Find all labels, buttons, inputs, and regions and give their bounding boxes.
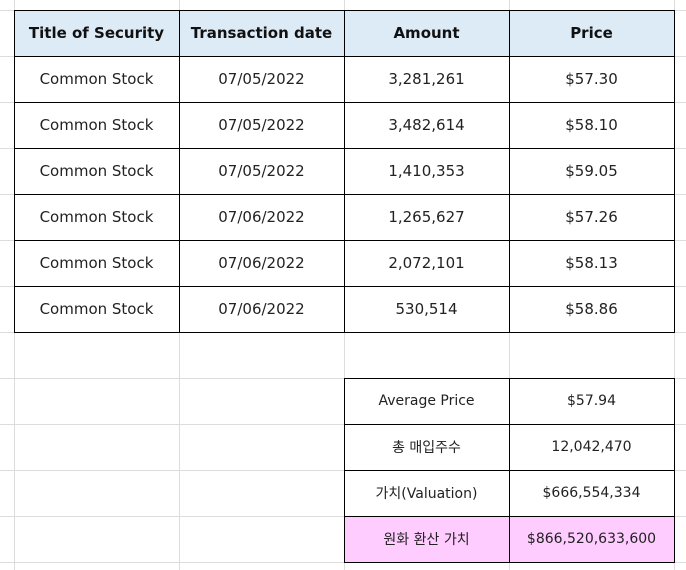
summary-label-valuation[interactable]: 가치(Valuation) bbox=[375, 486, 478, 502]
summary-value-total-shares[interactable]: 12,042,470 bbox=[551, 439, 632, 455]
cell-security[interactable]: Common Stock bbox=[39, 70, 154, 88]
header-title-of-security[interactable]: Title of Security bbox=[14, 10, 179, 56]
header-price[interactable]: Price bbox=[509, 10, 674, 56]
cell-price[interactable]: $57.26 bbox=[565, 208, 618, 226]
header-amount[interactable]: Amount bbox=[344, 10, 509, 56]
cell-security[interactable]: Common Stock bbox=[39, 300, 154, 318]
cell-security[interactable]: Common Stock bbox=[39, 162, 154, 180]
cell-price[interactable]: $58.10 bbox=[565, 116, 618, 134]
cell-amount[interactable]: 2,072,101 bbox=[388, 254, 465, 272]
cell-amount[interactable]: 3,281,261 bbox=[388, 70, 465, 88]
cell-date[interactable]: 07/05/2022 bbox=[218, 116, 305, 134]
cell-security[interactable]: Common Stock bbox=[39, 208, 154, 226]
cell-date[interactable]: 07/06/2022 bbox=[218, 254, 305, 272]
cell-amount[interactable]: 1,265,627 bbox=[388, 208, 465, 226]
summary-label-krw-value[interactable]: 원화 환산 가치 bbox=[344, 516, 509, 562]
cell-date[interactable]: 07/05/2022 bbox=[218, 70, 305, 88]
cell-date[interactable]: 07/05/2022 bbox=[218, 162, 305, 180]
cell-security[interactable]: Common Stock bbox=[39, 254, 154, 272]
cell-date[interactable]: 07/06/2022 bbox=[218, 208, 305, 226]
cell-price[interactable]: $58.86 bbox=[565, 300, 618, 318]
cell-amount[interactable]: 3,482,614 bbox=[388, 116, 465, 134]
summary-value-average-price[interactable]: $57.94 bbox=[567, 393, 616, 409]
summary-label-total-shares[interactable]: 총 매입주수 bbox=[392, 440, 461, 456]
summary-label-average-price[interactable]: Average Price bbox=[378, 393, 475, 409]
header-transaction-date[interactable]: Transaction date bbox=[179, 10, 344, 56]
cell-security[interactable]: Common Stock bbox=[39, 116, 154, 134]
cell-price[interactable]: $57.30 bbox=[565, 70, 618, 88]
cell-amount[interactable]: 530,514 bbox=[395, 300, 458, 318]
cell-price[interactable]: $59.05 bbox=[565, 162, 618, 180]
cell-date[interactable]: 07/06/2022 bbox=[218, 300, 305, 318]
summary-value-valuation[interactable]: $666,554,334 bbox=[542, 485, 641, 501]
cell-price[interactable]: $58.13 bbox=[565, 254, 618, 272]
cell-amount[interactable]: 1,410,353 bbox=[388, 162, 465, 180]
summary-value-krw-value[interactable]: $866,520,633,600 bbox=[509, 516, 674, 562]
